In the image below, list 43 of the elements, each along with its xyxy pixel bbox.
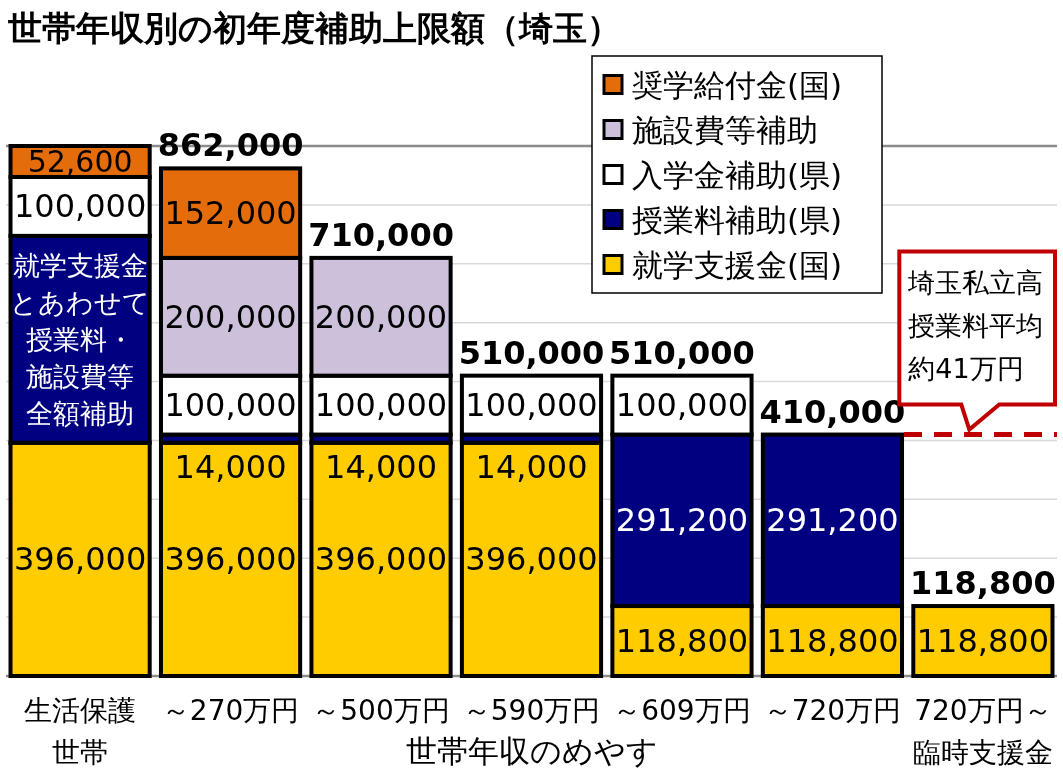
- data-label: 200,000: [314, 297, 448, 336]
- chart-title: 世帯年収別の初年度補助上限額（埼玉）: [7, 8, 621, 48]
- data-label: 100,000: [465, 386, 598, 425]
- legend-label: 就学支援金(国): [632, 246, 843, 283]
- x-tick-label: 生活保護世帯: [24, 694, 137, 769]
- x-tick-label: ～609万円: [613, 694, 751, 727]
- total-label: 862,000: [157, 126, 304, 165]
- legend-label: 入学金補助(県): [632, 156, 843, 193]
- legend-label: 奨学給付金(国): [632, 66, 843, 103]
- ref-line-label: 埼玉私立高授業料平均約41万円: [907, 266, 1044, 384]
- data-label: 14,000: [174, 447, 287, 486]
- data-label: 200,000: [164, 297, 297, 336]
- data-label: 118,800: [766, 622, 899, 661]
- data-label: 100,000: [164, 386, 297, 425]
- data-label: 291,200: [766, 501, 899, 540]
- total-label: 118,800: [910, 564, 1056, 603]
- data-label: 396,000: [13, 540, 147, 579]
- x-tick-label: ～590万円: [462, 694, 601, 727]
- total-label: 410,000: [759, 392, 906, 431]
- data-label: 100,000: [615, 386, 749, 425]
- data-label: 152,000: [164, 194, 297, 233]
- data-label: 291,200: [615, 501, 749, 540]
- total-label: 710,000: [308, 215, 454, 254]
- data-label: 396,000: [465, 540, 598, 579]
- x-axis-title: 世帯年収のめやす: [405, 733, 658, 769]
- legend-label: 授業料補助(県): [632, 201, 843, 238]
- data-label: 100,000: [314, 386, 448, 425]
- data-label: 52,600: [27, 143, 133, 179]
- data-label: 396,000: [164, 540, 297, 579]
- annotation: 就学支援金とあわせて授業料・施設費等全額補助: [10, 249, 151, 429]
- data-label: 118,800: [916, 622, 1050, 661]
- x-tick-label: ～720万円: [763, 694, 902, 727]
- data-label: 100,000: [13, 187, 147, 226]
- x-tick-label: ～270万円: [161, 694, 300, 727]
- data-label: 118,800: [615, 622, 749, 661]
- x-tick-label: ～500万円: [312, 694, 450, 727]
- legend-label: 施設費等補助: [632, 111, 818, 148]
- data-label: 14,000: [325, 447, 438, 486]
- total-label: 510,000: [609, 333, 755, 372]
- total-label: 510,000: [458, 333, 605, 372]
- data-label: 14,000: [475, 447, 588, 486]
- x-tick-label: 720万円～臨時支援金: [912, 694, 1053, 769]
- data-label: 396,000: [314, 540, 448, 579]
